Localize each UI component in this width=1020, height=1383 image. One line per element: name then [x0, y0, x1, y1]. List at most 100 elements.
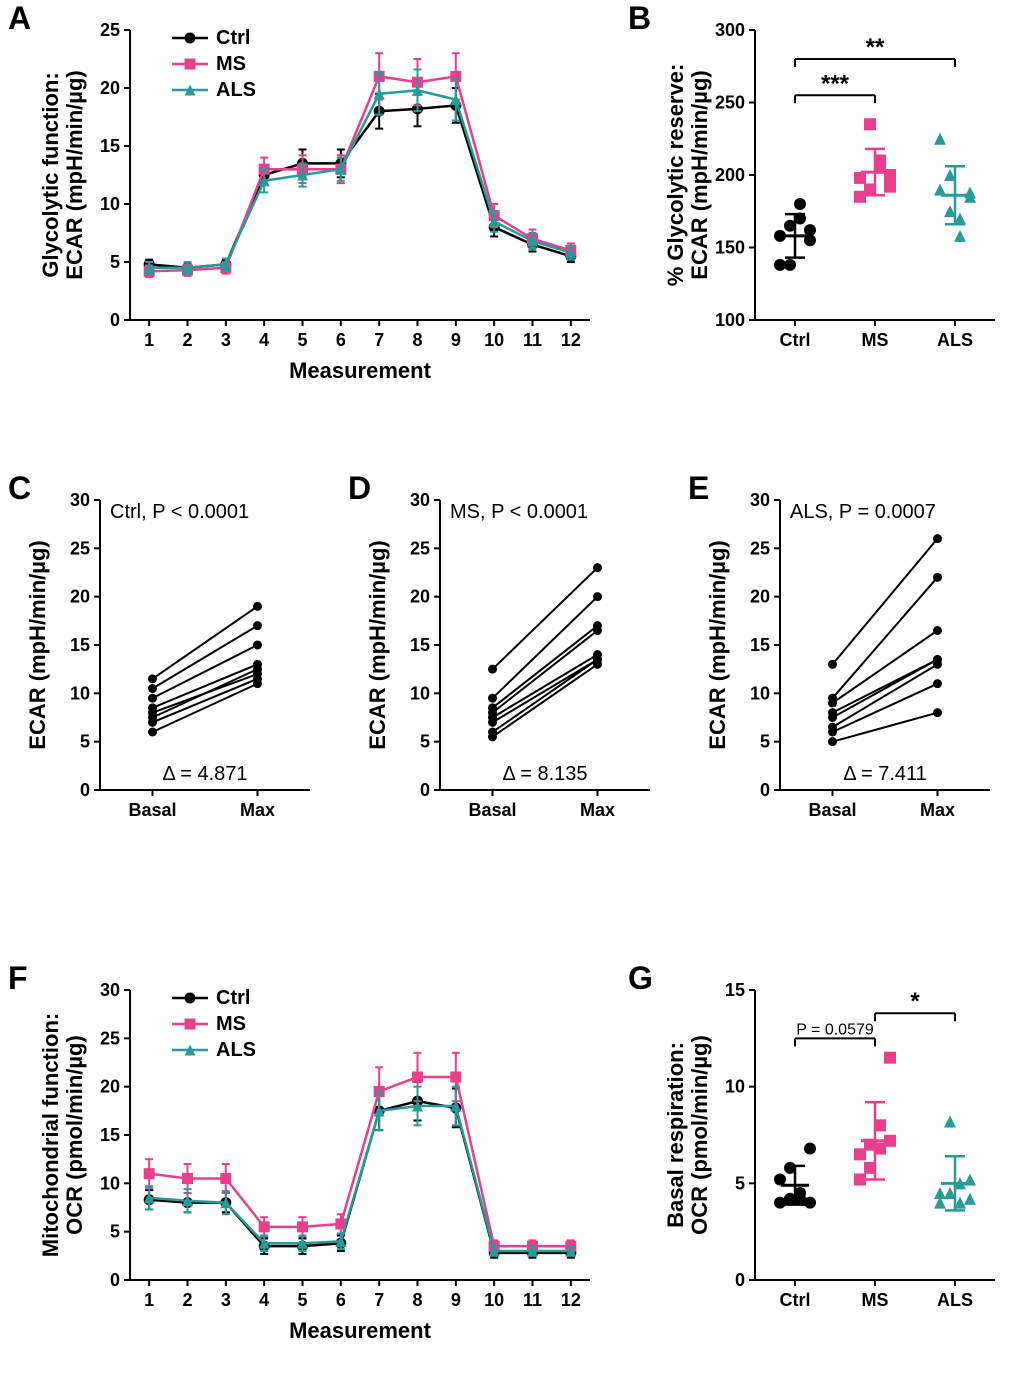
svg-text:25: 25	[410, 538, 430, 558]
svg-text:9: 9	[451, 1290, 461, 1310]
panel-a: A 0510152025123456789101112Glycolytic fu…	[0, 0, 620, 410]
svg-text:0: 0	[110, 310, 120, 330]
svg-text:10: 10	[410, 683, 430, 703]
svg-text:30: 30	[70, 490, 90, 510]
chart-a: 0510152025123456789101112Glycolytic func…	[0, 0, 620, 410]
svg-text:300: 300	[715, 20, 745, 40]
svg-text:MS: MS	[216, 53, 246, 75]
panel-d: D 051015202530BasalMaxECAR (mpH/min/µg)M…	[340, 470, 680, 880]
svg-text:ECAR (mpH/min/µg): ECAR (mpH/min/µg)	[62, 70, 87, 279]
svg-text:Basal: Basal	[468, 800, 516, 820]
svg-text:Ctrl, P < 0.0001: Ctrl, P < 0.0001	[110, 501, 249, 523]
panel-c: C 051015202530BasalMaxECAR (mpH/min/µg)C…	[0, 470, 340, 880]
svg-text:ECAR (mpH/min/µg): ECAR (mpH/min/µg)	[365, 540, 390, 749]
svg-text:**: **	[866, 34, 885, 61]
svg-text:Max: Max	[920, 800, 955, 820]
panel-b: B 100150200250300CtrlMSALS% Glycolytic r…	[620, 0, 1020, 410]
svg-text:15: 15	[70, 635, 90, 655]
svg-text:20: 20	[70, 587, 90, 607]
svg-text:Glycolytic function:: Glycolytic function:	[38, 72, 63, 277]
svg-text:5: 5	[80, 732, 90, 752]
chart-f: 051015202530123456789101112Mitochondrial…	[0, 960, 620, 1370]
svg-text:1: 1	[144, 330, 154, 350]
svg-text:12: 12	[561, 1290, 581, 1310]
svg-text:Mitochondrial function:: Mitochondrial function:	[38, 1013, 63, 1257]
figure: A 0510152025123456789101112Glycolytic fu…	[0, 0, 1020, 1383]
panel-e: E 051015202530BasalMaxECAR (mpH/min/µg)A…	[680, 470, 1020, 880]
svg-text:5: 5	[735, 1173, 745, 1193]
svg-text:15: 15	[410, 635, 430, 655]
svg-text:Max: Max	[240, 800, 275, 820]
svg-text:P = 0.0579: P = 0.0579	[796, 1021, 874, 1038]
svg-text:11: 11	[523, 330, 542, 350]
svg-text:Ctrl: Ctrl	[216, 27, 250, 49]
svg-text:Basal: Basal	[808, 800, 856, 820]
svg-text:12: 12	[561, 330, 581, 350]
svg-text:20: 20	[100, 78, 120, 98]
svg-text:20: 20	[100, 1077, 120, 1097]
svg-text:250: 250	[715, 93, 745, 113]
panel-f: F 051015202530123456789101112Mitochondri…	[0, 960, 620, 1370]
svg-text:20: 20	[410, 587, 430, 607]
svg-text:ALS: ALS	[937, 1290, 973, 1310]
svg-text:30: 30	[750, 490, 770, 510]
svg-text:200: 200	[715, 165, 745, 185]
svg-text:3: 3	[221, 330, 231, 350]
svg-text:0: 0	[110, 1270, 120, 1290]
svg-text:7: 7	[374, 1290, 384, 1310]
svg-text:5: 5	[297, 330, 307, 350]
svg-text:2: 2	[182, 1290, 192, 1310]
svg-text:5: 5	[420, 732, 430, 752]
svg-text:0: 0	[760, 780, 770, 800]
svg-text:10: 10	[70, 683, 90, 703]
svg-text:Δ = 7.411: Δ = 7.411	[843, 763, 927, 785]
svg-text:MS: MS	[862, 330, 889, 350]
svg-text:Max: Max	[580, 800, 615, 820]
panel-letter-c: C	[8, 470, 31, 507]
svg-text:ECAR (mpH/min/µg): ECAR (mpH/min/µg)	[705, 540, 730, 749]
svg-text:30: 30	[410, 490, 430, 510]
svg-text:Δ = 4.871: Δ = 4.871	[162, 763, 247, 785]
svg-text:Ctrl: Ctrl	[780, 330, 811, 350]
svg-text:5: 5	[297, 1290, 307, 1310]
svg-text:ALS, P = 0.0007: ALS, P = 0.0007	[790, 501, 936, 523]
svg-text:25: 25	[100, 20, 120, 40]
chart-b: 100150200250300CtrlMSALS% Glycolytic res…	[620, 0, 1020, 410]
svg-text:6: 6	[336, 330, 346, 350]
svg-text:25: 25	[100, 1028, 120, 1048]
svg-text:% Glycolytic reserve:: % Glycolytic reserve:	[663, 64, 688, 287]
panel-letter-b: B	[628, 0, 651, 37]
svg-text:ECAR (mpH/min/µg): ECAR (mpH/min/µg)	[25, 540, 50, 749]
svg-text:6: 6	[336, 1290, 346, 1310]
svg-text:MS: MS	[862, 1290, 889, 1310]
panel-letter-g: G	[628, 960, 653, 997]
chart-c: 051015202530BasalMaxECAR (mpH/min/µg)Ctr…	[0, 470, 340, 880]
svg-text:2: 2	[182, 330, 192, 350]
svg-text:25: 25	[70, 538, 90, 558]
svg-text:Basal: Basal	[128, 800, 176, 820]
svg-text:15: 15	[100, 136, 120, 156]
svg-text:OCR (pmol/min/µg): OCR (pmol/min/µg)	[62, 1035, 87, 1235]
svg-text:4: 4	[259, 1290, 269, 1310]
chart-e: 051015202530BasalMaxECAR (mpH/min/µg)ALS…	[680, 470, 1020, 880]
svg-text:4: 4	[259, 330, 269, 350]
panel-letter-f: F	[8, 960, 28, 997]
chart-d: 0 5 10 15 20 25 30 Basal Max ECAR (mpH/min/µg) MS,…	[340, 470, 680, 880]
svg-text:9: 9	[451, 330, 461, 350]
svg-text:20: 20	[750, 587, 770, 607]
svg-text:Measurement: Measurement	[289, 358, 432, 383]
svg-text:MS, P < 0.0001: MS, P < 0.0001	[450, 501, 588, 523]
svg-text:10: 10	[750, 683, 770, 703]
svg-text:0: 0	[420, 780, 430, 800]
svg-text:OCR (pmol/min/µg): OCR (pmol/min/µg)	[687, 1035, 712, 1235]
panel-letter-e: E	[688, 470, 709, 507]
svg-text:11: 11	[523, 1290, 542, 1310]
svg-text:*: *	[910, 988, 920, 1015]
svg-text:***: ***	[821, 70, 850, 97]
svg-text:8: 8	[412, 330, 422, 350]
svg-text:MS: MS	[216, 1013, 246, 1035]
svg-text:Basal respiration:: Basal respiration:	[663, 1042, 688, 1228]
svg-text:10: 10	[725, 1077, 745, 1097]
svg-text:Ctrl: Ctrl	[780, 1290, 811, 1310]
svg-text:0: 0	[735, 1270, 745, 1290]
